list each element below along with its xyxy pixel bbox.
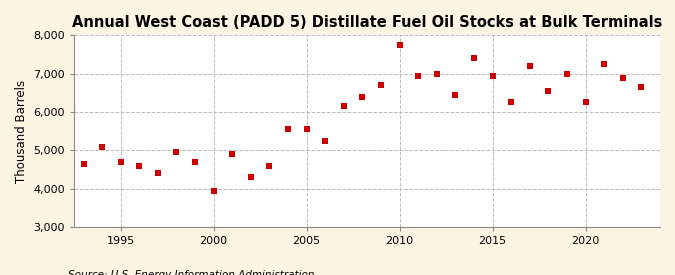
Point bbox=[450, 93, 461, 97]
Point bbox=[431, 72, 442, 76]
Point bbox=[636, 85, 647, 89]
Text: Source: U.S. Energy Information Administration: Source: U.S. Energy Information Administ… bbox=[68, 271, 314, 275]
Point bbox=[97, 144, 107, 149]
Point bbox=[190, 160, 200, 164]
Point bbox=[283, 127, 294, 131]
Point bbox=[209, 189, 219, 193]
Point bbox=[153, 171, 163, 176]
Point bbox=[413, 73, 424, 78]
Point bbox=[78, 162, 89, 166]
Point bbox=[524, 64, 535, 68]
Point bbox=[376, 83, 387, 87]
Point bbox=[562, 72, 572, 76]
Point bbox=[357, 95, 368, 99]
Point bbox=[599, 62, 610, 66]
Point bbox=[115, 160, 126, 164]
Point bbox=[618, 75, 628, 80]
Point bbox=[301, 127, 312, 131]
Point bbox=[134, 164, 144, 168]
Point bbox=[171, 150, 182, 155]
Point bbox=[543, 89, 554, 93]
Point bbox=[506, 100, 516, 105]
Point bbox=[487, 73, 498, 78]
Title: Annual West Coast (PADD 5) Distillate Fuel Oil Stocks at Bulk Terminals: Annual West Coast (PADD 5) Distillate Fu… bbox=[72, 15, 662, 30]
Point bbox=[246, 175, 256, 180]
Point bbox=[394, 43, 405, 47]
Point bbox=[227, 152, 238, 156]
Point bbox=[320, 139, 331, 143]
Point bbox=[580, 100, 591, 105]
Point bbox=[264, 164, 275, 168]
Y-axis label: Thousand Barrels: Thousand Barrels bbox=[15, 80, 28, 183]
Point bbox=[338, 104, 349, 109]
Point bbox=[468, 56, 479, 60]
